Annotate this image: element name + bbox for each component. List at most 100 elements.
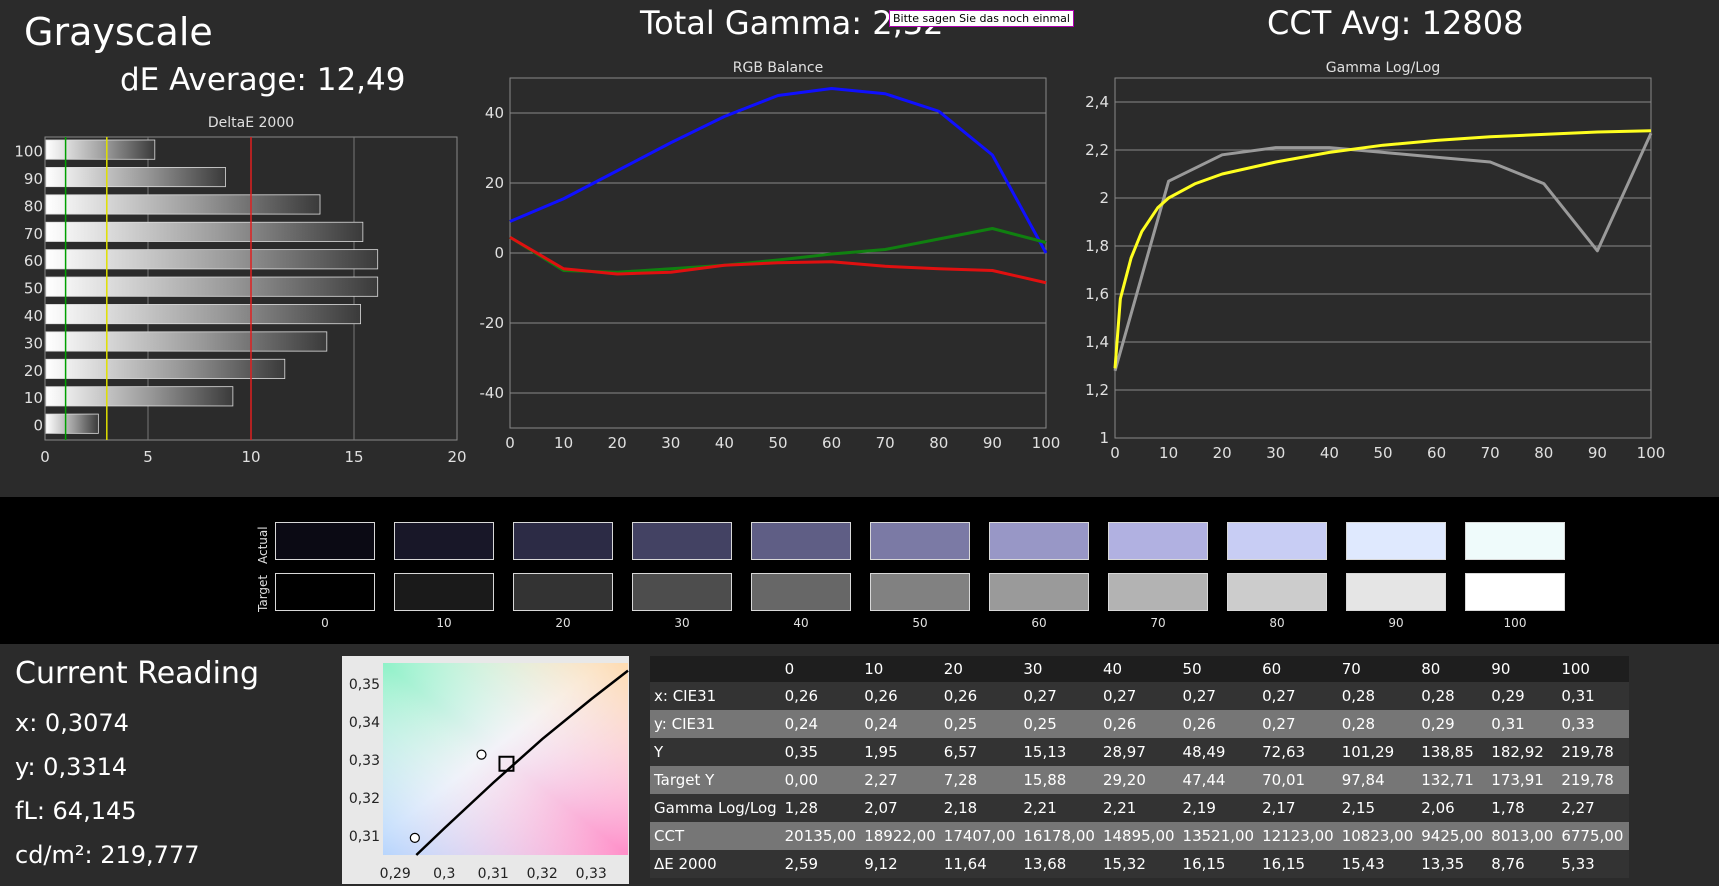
swatch-label: 50	[912, 616, 928, 630]
table-row: y: CIE31 0,24 0,24 0,25 0,25 0,26 0,26 0,27 0,28…	[650, 710, 1630, 738]
table-cell: 1,95	[860, 738, 940, 766]
table-cell: 1,28	[780, 794, 861, 822]
target-swatch	[1465, 573, 1565, 611]
table-cell: 15,32	[1098, 850, 1179, 878]
table-cell: 0,27	[1019, 682, 1099, 710]
table-cell: 8013,00	[1487, 822, 1558, 850]
table-row-label: CCT	[650, 822, 781, 850]
deltae-x-tick-label: 15	[344, 448, 363, 466]
rgb-balance-y-tick-label: -40	[480, 384, 505, 402]
cie-x-tick-label: 0,33	[576, 866, 607, 882]
gamma-x-tick-label: 90	[1588, 444, 1607, 462]
actual-swatch	[989, 522, 1089, 560]
table-cell: 0,26	[939, 682, 1020, 710]
deltae-x-tick-label: 20	[447, 448, 466, 466]
gamma-series-line	[1113, 132, 1653, 372]
table-cell: 101,29	[1337, 738, 1418, 766]
deltae-bar	[45, 331, 328, 352]
table-cell: 0,27	[1258, 682, 1338, 710]
rgb-balance-x-tick-label: 20	[608, 434, 627, 452]
table-cell: 0,26	[860, 682, 940, 710]
actual-swatch	[1346, 522, 1446, 560]
reading-title: Current Reading	[15, 656, 259, 691]
gamma-x-tick-label: 70	[1481, 444, 1500, 462]
table-cell: 13,35	[1417, 850, 1488, 878]
reading-fl: fL: 64,145	[15, 797, 137, 825]
deltae-bar	[45, 139, 156, 160]
table-cell: 0,26	[1098, 710, 1179, 738]
gamma-x-tick-label: 80	[1534, 444, 1553, 462]
cct-average: CCT Avg: 12808	[1267, 4, 1524, 42]
table-cell: 2,27	[860, 766, 940, 794]
cie-x-tick-label: 0,3	[433, 866, 455, 882]
deltae-y-tick-label: 50	[24, 280, 43, 298]
gamma-y-tick-label: 1,8	[1085, 237, 1109, 255]
actual-swatch	[751, 522, 851, 560]
cie-point	[476, 749, 487, 760]
table-cell: 15,13	[1019, 738, 1099, 766]
tooltip: Bitte sagen Sie das noch einmal	[889, 10, 1074, 27]
table-column-header: 80	[1417, 656, 1488, 682]
target-swatch	[1346, 573, 1446, 611]
rgb-balance-y-tick-label: 40	[485, 104, 504, 122]
gamma-y-tick-label: 1,2	[1085, 381, 1109, 399]
gamma-plot-area	[1114, 77, 1652, 439]
table-cell: 17407,00	[939, 822, 1020, 850]
table-column-header: 30	[1019, 656, 1099, 682]
gamma-y-tick-label: 1,4	[1085, 333, 1109, 351]
table-column-header: 40	[1098, 656, 1179, 682]
swatch-label: 70	[1150, 616, 1166, 630]
table-cell: 15,88	[1019, 766, 1099, 794]
table-cell: 18922,00	[860, 822, 940, 850]
table-cell: 0,28	[1417, 682, 1488, 710]
rgb-balance-x-tick-label: 40	[715, 434, 734, 452]
rgb-balance-title: RGB Balance	[733, 60, 823, 76]
deltae-bar	[45, 304, 361, 325]
cie-target-square	[498, 755, 515, 772]
rgb-balance-y-tick-label: 0	[494, 244, 504, 262]
table-cell: 0,29	[1417, 710, 1488, 738]
table-cell: 0,33	[1557, 710, 1630, 738]
rgb-balance-x-tick-label: 50	[768, 434, 787, 452]
table-row-label: ΔE 2000	[650, 850, 781, 878]
table-column-header: 20	[939, 656, 1020, 682]
table-cell: 2,15	[1337, 794, 1418, 822]
gamma-x-tick-label: 100	[1637, 444, 1666, 462]
table-cell: 2,21	[1098, 794, 1179, 822]
table-cell: 173,91	[1487, 766, 1558, 794]
deltae-x-tick-label: 5	[143, 448, 153, 466]
table-column-header: 60	[1258, 656, 1338, 682]
table-row: Target Y 0,00 2,27 7,28 15,88 29,20 47,44 70,01…	[650, 766, 1630, 794]
cie-plot-overlay	[383, 663, 628, 855]
table-column-header: 70	[1337, 656, 1418, 682]
deltae-y-tick-label: 20	[24, 362, 43, 380]
deltae-bar	[45, 194, 321, 215]
table-cell: 12123,00	[1258, 822, 1338, 850]
rgb-balance-y-tick-label: 20	[485, 174, 504, 192]
cie-y-tick-label: 0,33	[349, 753, 380, 769]
swatch-band	[0, 497, 1719, 644]
table-cell: 20135,00	[780, 822, 861, 850]
deltae-x-tick-label: 10	[241, 448, 260, 466]
table-cell: 7,28	[939, 766, 1020, 794]
deltae-y-tick-label: 30	[24, 334, 43, 352]
cie-x-tick-label: 0,31	[478, 866, 509, 882]
deltae-bar	[45, 413, 99, 434]
table-cell: 0,24	[780, 710, 861, 738]
table-cell: 182,92	[1487, 738, 1558, 766]
gamma-x-tick-label: 40	[1320, 444, 1339, 462]
swatch-label: 10	[436, 616, 452, 630]
table-cell: 138,85	[1417, 738, 1488, 766]
actual-swatch	[394, 522, 494, 560]
rgb-balance-x-tick-label: 100	[1032, 434, 1061, 452]
page-title: Grayscale	[24, 10, 213, 54]
deltae-bar	[45, 167, 226, 188]
deltae-bar	[45, 221, 364, 242]
gamma-y-tick-label: 2	[1099, 189, 1109, 207]
table-cell: 16178,00	[1019, 822, 1099, 850]
table-cell: 0,27	[1178, 682, 1259, 710]
table-cell: 2,19	[1178, 794, 1259, 822]
rgb-balance-series-line	[509, 235, 1047, 285]
gamma-x-tick-label: 50	[1373, 444, 1392, 462]
